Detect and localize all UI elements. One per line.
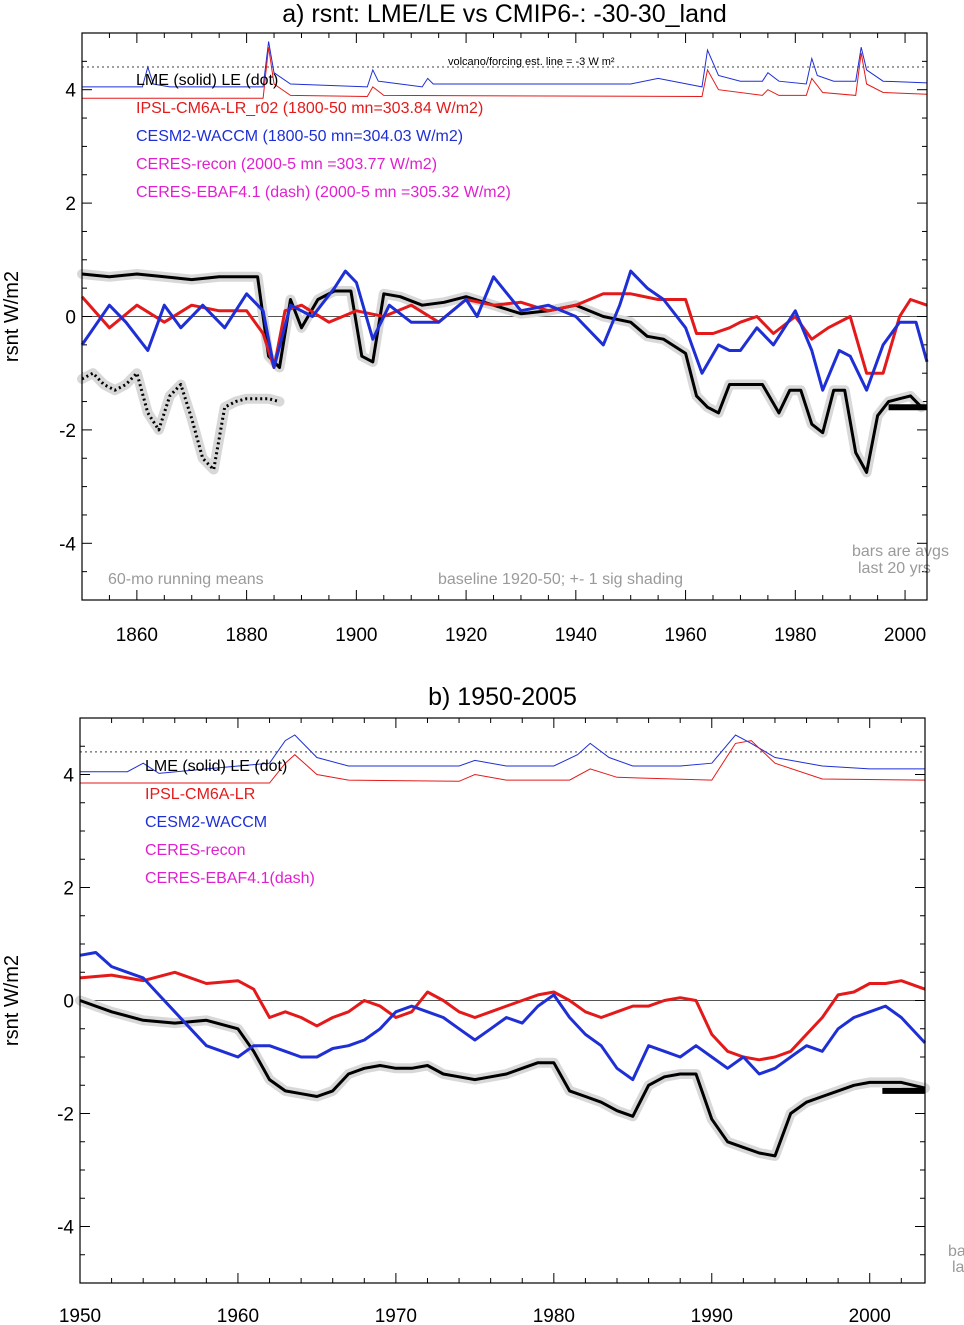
annotation-bars-2: la (952, 1259, 964, 1276)
chart-title: a) rsnt: LME/LE vs CMIP6-: -30-30_land (282, 0, 727, 28)
x-tick-label: 1980 (774, 625, 816, 646)
series-line-cesm2-waccm (79, 951, 927, 1082)
forcing-label: volcano/forcing est. line = -3 W m² (448, 56, 615, 68)
y-tick-label: -2 (57, 1105, 74, 1126)
legend-entry: IPSL-CM6A-LR_r02 (1800-50 mn=303.84 W/m2… (136, 100, 483, 117)
y-axis-label: rsnt W/m2 (1, 271, 23, 362)
annotation-running-means: 60-mo running means (108, 571, 264, 588)
x-tick-label: 1950 (59, 1306, 101, 1325)
panel-a: a) rsnt: LME/LE vs CMIP6-: -30-30_landrs… (1, 0, 949, 646)
forcing-line-1 (80, 740, 926, 784)
forcing-line-1 (82, 47, 928, 99)
annotation-bars-2: last 20 yrs (858, 560, 931, 577)
y-tick-label: 2 (63, 879, 74, 900)
legend-entry: CESM2-WACCM (1800-50 mn=304.03 W/m2) (136, 128, 463, 145)
x-tick-label: 2000 (849, 1306, 891, 1325)
x-tick-label: 1880 (225, 625, 267, 646)
legend-entry: CERES-EBAF4.1 (dash) (2000-5 mn =305.32 … (136, 184, 511, 201)
x-tick-label: 1960 (217, 1306, 259, 1325)
legend-header: LME (solid) LE (dot) (145, 758, 287, 775)
y-axis-label: rsnt W/m2 (1, 955, 23, 1046)
x-tick-label: 1920 (445, 625, 487, 646)
x-tick-label: 1970 (375, 1306, 417, 1325)
legend-entry: IPSL-CM6A-LR (145, 786, 255, 803)
plot-frame (79, 717, 926, 1284)
x-tick-label: 1860 (116, 625, 158, 646)
legend-entry: CERES-recon (145, 842, 245, 859)
y-tick-label: 4 (65, 81, 76, 102)
plot-frame (81, 32, 928, 601)
annotation-bars-1: bars are avgs (852, 543, 949, 560)
x-tick-label: 1940 (555, 625, 597, 646)
series-shading-0 (75, 995, 930, 1161)
series-line-cesm2-waccm (80, 269, 929, 392)
series-line-le (81, 371, 280, 472)
x-tick-label: 1900 (335, 625, 377, 646)
forcing-line-0 (82, 41, 928, 88)
annotation-baseline: baseline 1920-50; +- 1 sig shading (438, 571, 683, 588)
x-tick-label: 2000 (884, 625, 926, 646)
x-tick-label: 1960 (664, 625, 706, 646)
series-line-lme (79, 999, 926, 1158)
x-tick-label: 1990 (691, 1306, 733, 1325)
y-tick-label: -4 (59, 534, 76, 555)
annotation-bars-1: ba (948, 1243, 964, 1260)
chart-title: b) 1950-2005 (428, 683, 577, 711)
y-tick-label: -4 (57, 1218, 74, 1239)
legend-entry: CESM2-WACCM (145, 814, 267, 831)
series-line-ipsl-cm6a-lr (79, 970, 926, 1062)
forcing-line-0 (80, 734, 925, 774)
y-tick-label: -2 (59, 421, 76, 442)
y-tick-label: 0 (63, 992, 74, 1013)
legend-header: LME (solid) LE (dot) (136, 72, 278, 89)
y-tick-label: 0 (65, 308, 76, 329)
legend-entry: CERES-recon (2000-5 mn =303.77 W/m2) (136, 156, 437, 173)
series-line-ipsl-cm6a-lr-r02 (80, 292, 928, 375)
legend-entry: CERES-EBAF4.1(dash) (145, 870, 315, 887)
x-tick-label: 1980 (533, 1306, 575, 1325)
panel-b: b) 1950-2005 rsnt W/m2 -4 -2 0 2 4 1950 1960 1970… (1, 683, 964, 1325)
y-tick-label: 4 (63, 766, 74, 787)
y-tick-label: 2 (65, 194, 76, 215)
